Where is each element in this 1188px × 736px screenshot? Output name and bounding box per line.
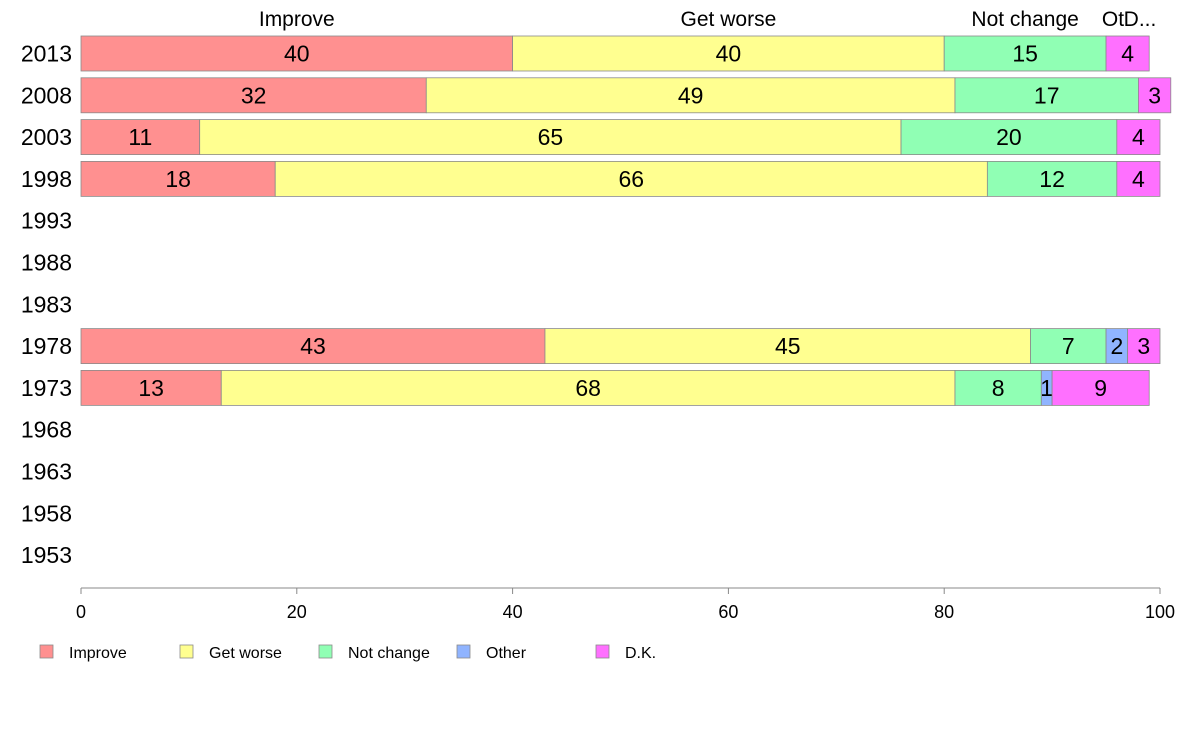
bar-1998-get-worse — [274, 160, 988, 197]
bar-1973-improve — [80, 369, 222, 406]
bar-1978-improve — [80, 328, 546, 365]
value-label-1973-other: 1 — [1040, 375, 1053, 401]
legend-swatch-other — [456, 644, 471, 659]
legend-swatch-get-worse — [179, 644, 194, 659]
bar-2013-get-worse — [512, 35, 945, 72]
bar-1973-get-worse — [220, 369, 956, 406]
legend-label-not-change: Not change — [348, 645, 430, 662]
bar-2008-not-change — [954, 77, 1139, 114]
year-label-1993: 1993 — [21, 208, 72, 234]
year-label-1968: 1968 — [21, 417, 72, 443]
column-header-4: Ot — [1102, 8, 1124, 31]
value-label-1973-d-k-: 9 — [1094, 375, 1107, 401]
x-axis: 0 20 40 60 80 100 — [76, 587, 1175, 622]
column-headers: Improve Get worse Not change Ot D... — [259, 8, 1156, 31]
value-label-2013-improve: 40 — [284, 41, 310, 67]
value-label-1973-improve: 13 — [138, 375, 164, 401]
value-label-1998-not-change: 12 — [1039, 166, 1065, 192]
x-tick-label-80: 80 — [934, 602, 954, 622]
value-label-2003-not-change: 20 — [996, 124, 1022, 150]
year-labels: 2013 2008 2003 1998 1993 1988 1983 1978 1973 1968… — [21, 41, 72, 569]
bar-2003-d-k- — [1116, 119, 1161, 155]
value-label-2008-not-change: 17 — [1034, 82, 1060, 108]
value-label-2003-improve: 11 — [128, 124, 152, 150]
year-label-1953: 1953 — [21, 542, 72, 568]
year-label-2013: 2013 — [21, 41, 72, 67]
year-label-1973: 1973 — [21, 375, 72, 401]
legend-swatch-not-change — [318, 644, 333, 659]
bar-2003-get-worse — [199, 119, 902, 155]
x-tick-label-0: 0 — [76, 602, 86, 622]
legend-label-d-k-: D.K. — [625, 645, 656, 662]
value-label-1978-not-change: 7 — [1062, 333, 1075, 359]
legend-swatch-d-k- — [595, 644, 610, 659]
value-label-2003-d-k-: 4 — [1132, 124, 1145, 150]
bar-1998-improve — [80, 160, 276, 197]
bar-1978-not-change — [1030, 328, 1107, 365]
year-label-1983: 1983 — [21, 291, 72, 317]
bar-2013-not-change — [943, 35, 1107, 72]
value-label-1978-get-worse: 45 — [775, 333, 801, 359]
bar-1978-d-k- — [1127, 328, 1161, 365]
value-label-1973-get-worse: 68 — [575, 375, 601, 401]
value-label-1998-d-k-: 4 — [1132, 166, 1145, 192]
bar-2008-improve — [80, 77, 427, 114]
legend: Improve Get worse Not change Other D.K. — [39, 644, 656, 662]
value-label-2008-improve: 32 — [241, 82, 267, 108]
bar-2013-improve — [80, 35, 514, 72]
bar-2003-improve — [80, 119, 201, 155]
legend-label-get-worse: Get worse — [209, 645, 282, 662]
year-label-1988: 1988 — [21, 250, 72, 276]
legend-label-improve: Improve — [69, 645, 127, 662]
value-label-1998-improve: 18 — [165, 166, 191, 192]
x-tick-label-100: 100 — [1145, 602, 1175, 622]
column-header-2: Get worse — [681, 8, 777, 31]
x-tick-label-60: 60 — [718, 602, 738, 622]
bar-2013-d-k- — [1105, 35, 1150, 72]
year-label-2008: 2008 — [21, 82, 72, 108]
value-label-2013-get-worse: 40 — [716, 41, 742, 67]
column-header-3: Not change — [971, 8, 1078, 31]
value-label-2013-d-k-: 4 — [1121, 41, 1134, 67]
value-label-1978-d-k-: 3 — [1137, 333, 1150, 359]
value-label-2003-get-worse: 65 — [538, 124, 564, 150]
value-label-1998-get-worse: 66 — [618, 166, 644, 192]
year-label-2003: 2003 — [21, 124, 72, 150]
column-header-5: D... — [1124, 8, 1157, 31]
x-tick-label-40: 40 — [503, 602, 523, 622]
legend-label-other: Other — [486, 645, 527, 662]
value-label-1978-other: 2 — [1110, 333, 1123, 359]
year-label-1963: 1963 — [21, 459, 72, 485]
bar-2008-get-worse — [425, 77, 956, 114]
bar-1998-d-k- — [1116, 160, 1161, 197]
legend-swatch-improve — [39, 644, 54, 659]
x-tick-label-20: 20 — [287, 602, 307, 622]
year-label-1998: 1998 — [21, 166, 72, 192]
column-header-1: Improve — [259, 8, 335, 31]
bars: 40 40 15 432 49 17 311 65 20 418 66 12 443 45 7 2 313 68 8… — [80, 35, 1172, 406]
value-label-1978-improve: 43 — [300, 333, 326, 359]
value-label-2008-d-k-: 3 — [1148, 82, 1161, 108]
year-label-1958: 1958 — [21, 500, 72, 526]
bar-1973-d-k- — [1051, 369, 1150, 406]
year-label-1978: 1978 — [21, 333, 72, 359]
bar-1978-get-worse — [544, 328, 1031, 365]
value-label-2008-get-worse: 49 — [678, 82, 704, 108]
bar-2008-d-k- — [1138, 77, 1172, 114]
value-label-2013-not-change: 15 — [1012, 41, 1038, 67]
bar-1973-not-change — [954, 369, 1042, 406]
value-label-1973-not-change: 8 — [992, 375, 1005, 401]
